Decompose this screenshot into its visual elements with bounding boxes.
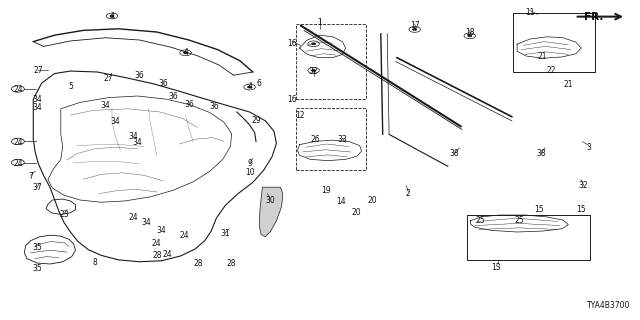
Text: 34: 34 bbox=[141, 218, 151, 227]
Text: 13: 13 bbox=[491, 263, 501, 272]
Text: 4: 4 bbox=[247, 82, 252, 91]
Text: 1: 1 bbox=[317, 18, 323, 27]
Text: 35: 35 bbox=[32, 244, 42, 252]
Text: 15: 15 bbox=[576, 205, 586, 214]
Text: 36: 36 bbox=[158, 79, 168, 88]
Text: 18: 18 bbox=[465, 28, 474, 36]
Text: 21: 21 bbox=[564, 80, 573, 89]
Text: 14: 14 bbox=[336, 197, 346, 206]
Circle shape bbox=[413, 28, 417, 30]
Text: 22: 22 bbox=[547, 66, 556, 75]
Text: 34: 34 bbox=[32, 103, 42, 112]
Text: 2: 2 bbox=[406, 189, 411, 198]
Text: 16: 16 bbox=[287, 39, 298, 48]
Text: 19: 19 bbox=[321, 186, 332, 195]
Text: 34: 34 bbox=[132, 138, 143, 147]
Text: 4: 4 bbox=[183, 48, 188, 57]
Circle shape bbox=[312, 43, 316, 45]
Text: 36: 36 bbox=[209, 102, 220, 111]
Text: 11: 11 bbox=[525, 8, 534, 17]
Text: 37: 37 bbox=[32, 183, 42, 192]
Text: TYA4B3700: TYA4B3700 bbox=[587, 301, 630, 310]
Text: 24: 24 bbox=[163, 250, 173, 259]
Text: 29: 29 bbox=[251, 116, 261, 124]
Text: 24: 24 bbox=[13, 85, 23, 94]
Text: 23: 23 bbox=[59, 210, 69, 219]
Text: 34: 34 bbox=[156, 226, 166, 235]
Text: 20: 20 bbox=[351, 208, 361, 217]
Circle shape bbox=[312, 69, 316, 71]
Text: 34: 34 bbox=[128, 132, 138, 140]
Text: FR.: FR. bbox=[584, 12, 603, 22]
Polygon shape bbox=[259, 187, 283, 237]
Text: 34: 34 bbox=[110, 117, 120, 126]
Text: 30: 30 bbox=[265, 196, 275, 204]
Text: 24: 24 bbox=[13, 138, 23, 147]
Text: 36: 36 bbox=[184, 100, 194, 108]
Text: 24: 24 bbox=[152, 239, 162, 248]
Text: 28: 28 bbox=[152, 252, 161, 260]
Text: 32: 32 bbox=[308, 67, 319, 76]
Text: 36: 36 bbox=[134, 71, 145, 80]
Text: 25: 25 bbox=[475, 216, 485, 225]
Text: 17: 17 bbox=[410, 21, 420, 30]
Bar bbox=[467, 215, 590, 260]
Text: 21: 21 bbox=[538, 52, 547, 60]
Text: 4: 4 bbox=[109, 12, 115, 20]
Text: 16: 16 bbox=[287, 95, 298, 104]
Text: 26: 26 bbox=[310, 135, 320, 144]
Text: 27: 27 bbox=[33, 66, 44, 75]
Text: 7: 7 bbox=[28, 172, 33, 180]
Text: 5: 5 bbox=[68, 82, 73, 91]
Circle shape bbox=[110, 15, 114, 17]
Bar bbox=[513, 13, 595, 72]
Text: 12: 12 bbox=[295, 111, 304, 120]
Text: 28: 28 bbox=[227, 260, 236, 268]
Text: 10: 10 bbox=[244, 168, 255, 177]
Text: 3: 3 bbox=[586, 143, 591, 152]
Bar bbox=[296, 108, 366, 170]
Text: 15: 15 bbox=[534, 205, 544, 214]
Text: 35: 35 bbox=[32, 264, 42, 273]
Text: 24: 24 bbox=[128, 213, 138, 222]
Circle shape bbox=[184, 52, 188, 54]
Text: 20: 20 bbox=[367, 196, 378, 204]
Text: 27: 27 bbox=[104, 74, 114, 83]
Text: 38: 38 bbox=[449, 149, 460, 158]
Bar bbox=[296, 24, 366, 99]
Text: 33: 33 bbox=[337, 135, 348, 144]
Text: 31: 31 bbox=[220, 229, 230, 238]
Text: 24: 24 bbox=[179, 231, 189, 240]
Text: 24: 24 bbox=[13, 159, 23, 168]
Circle shape bbox=[468, 35, 472, 37]
Text: 25: 25 bbox=[515, 216, 525, 225]
Text: 28: 28 bbox=[194, 260, 203, 268]
Text: 38: 38 bbox=[536, 149, 546, 158]
Text: 6: 6 bbox=[257, 79, 262, 88]
Text: 32: 32 bbox=[579, 181, 589, 190]
Text: 8: 8 bbox=[92, 258, 97, 267]
Text: 9: 9 bbox=[247, 159, 252, 168]
Text: 36: 36 bbox=[168, 92, 178, 100]
Text: 34: 34 bbox=[100, 101, 111, 110]
Text: 34: 34 bbox=[32, 95, 42, 104]
Circle shape bbox=[248, 86, 252, 88]
